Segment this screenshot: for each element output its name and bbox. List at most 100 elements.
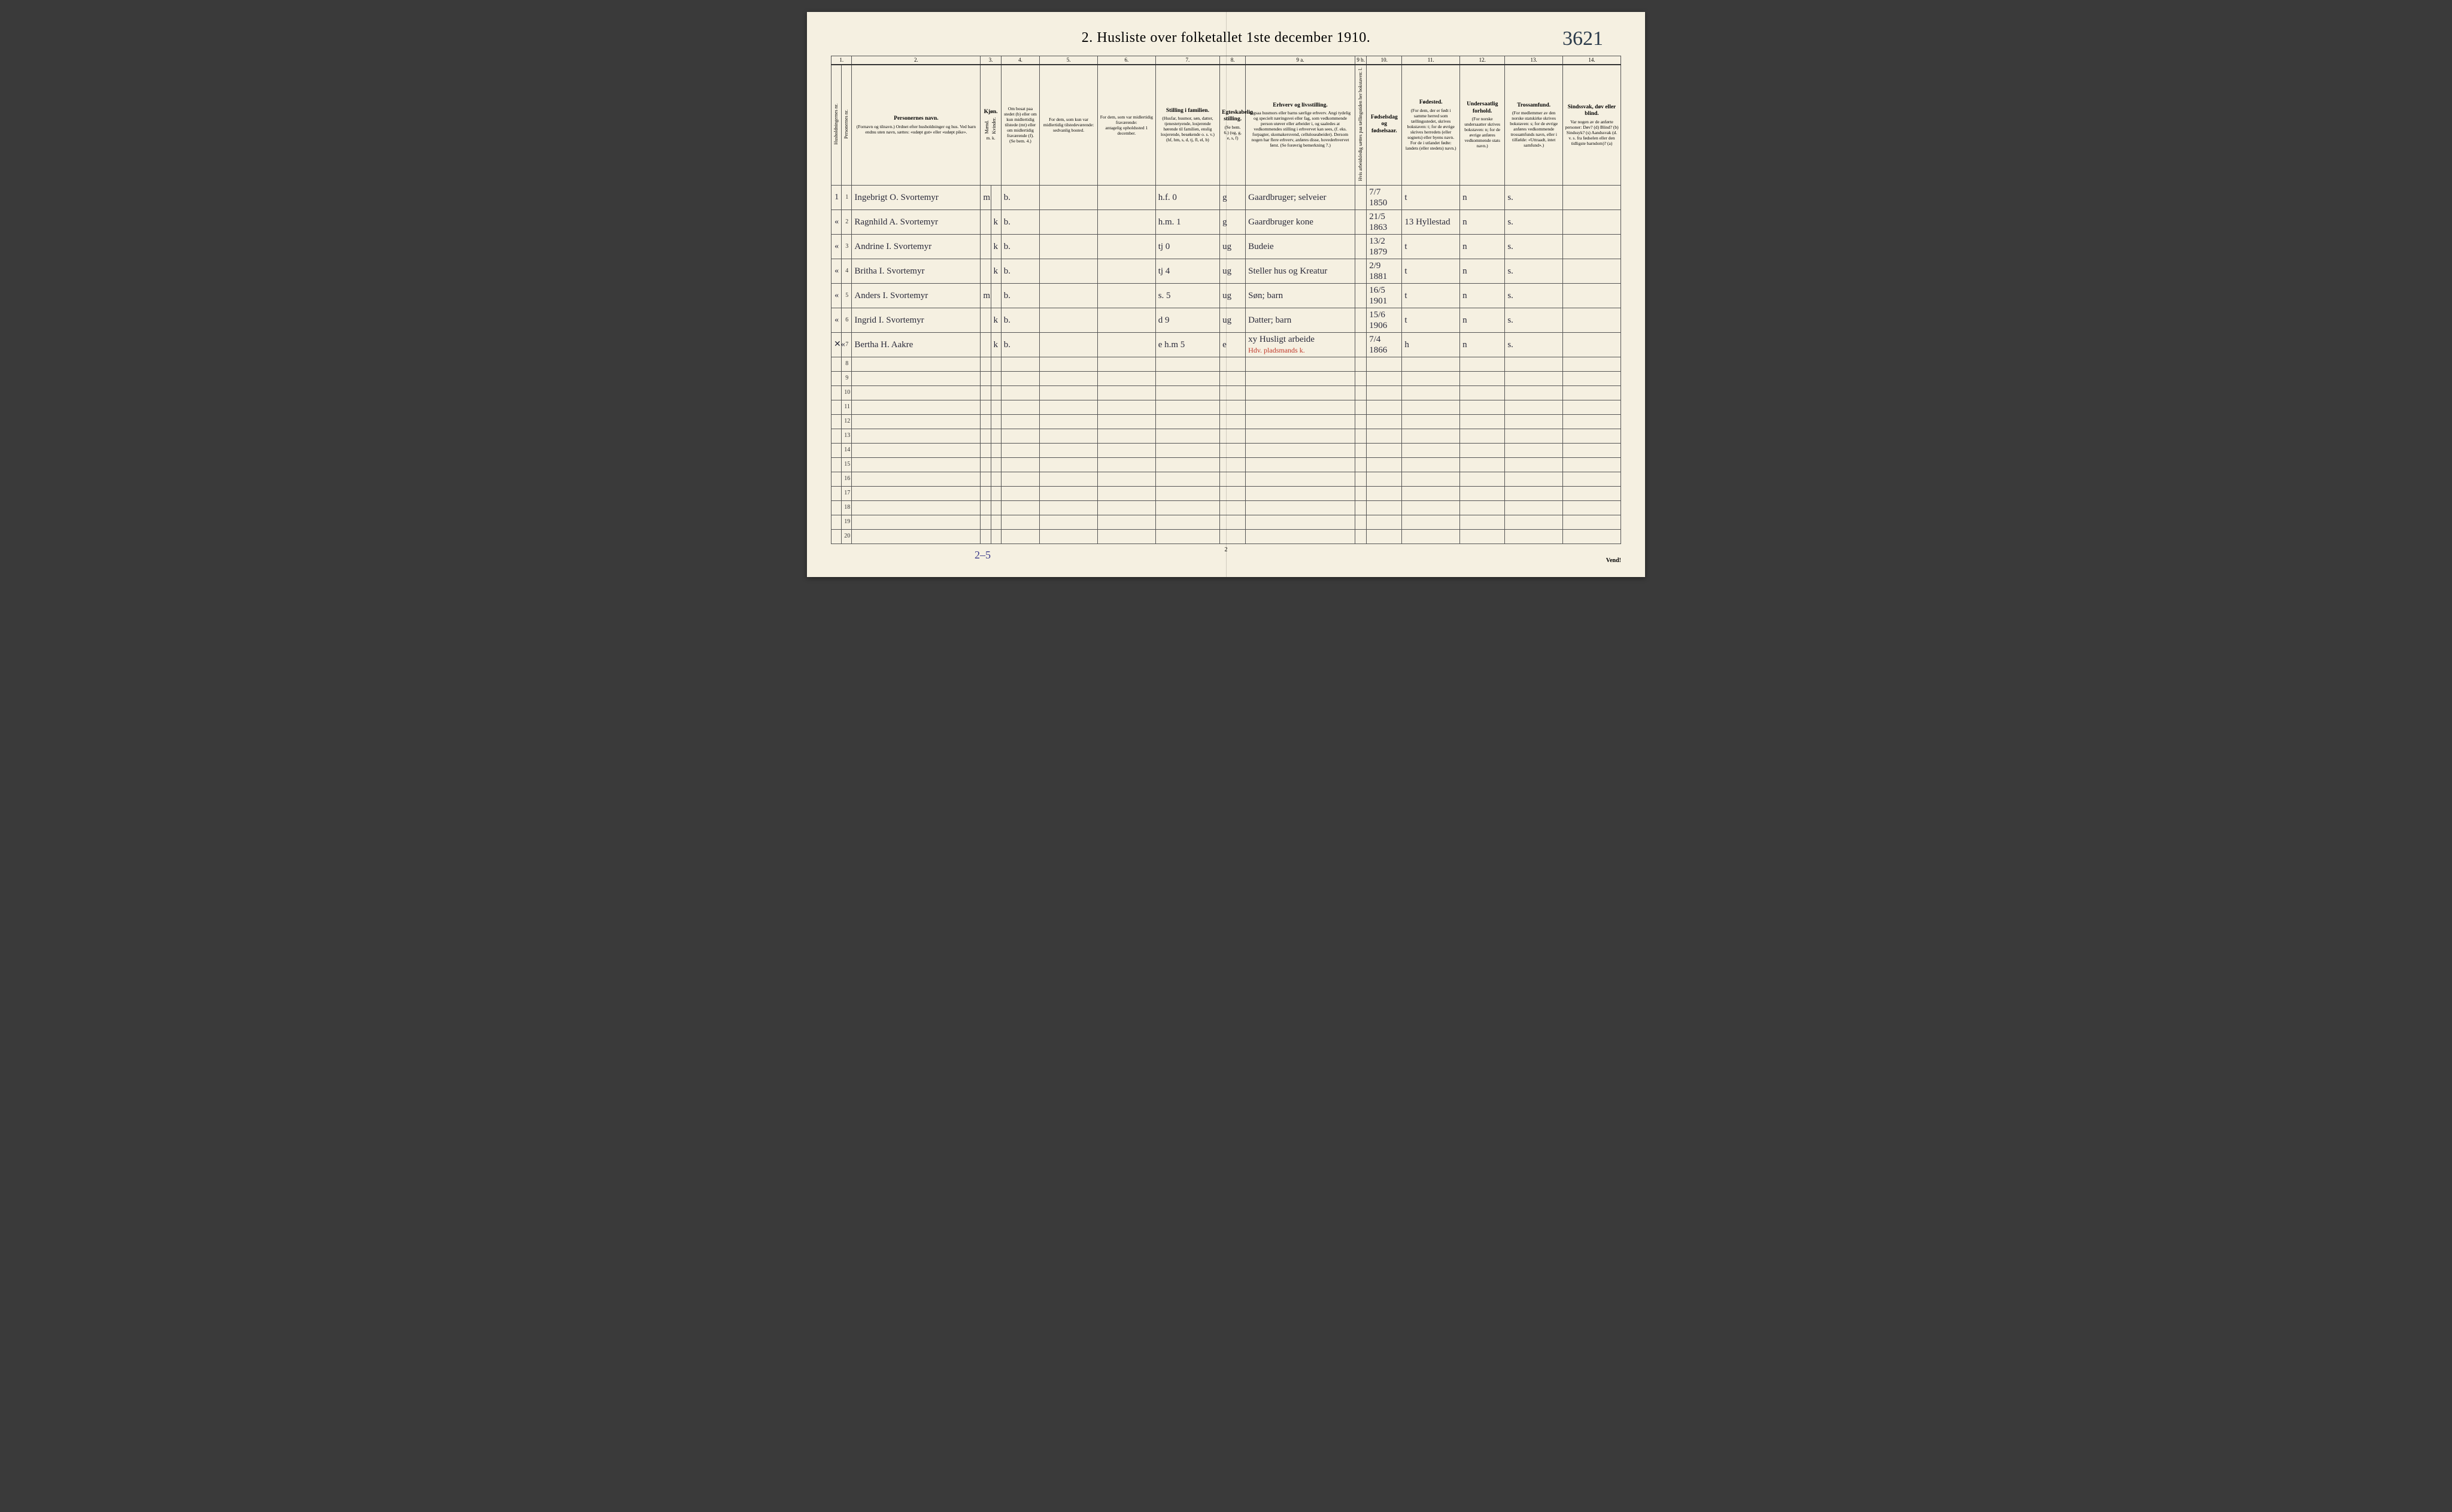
cell: s. [1505, 332, 1563, 357]
census-page: 2. Husliste over folketallet 1ste decemb… [807, 12, 1645, 577]
cell [1355, 185, 1366, 210]
hdr-1a-text: Husholdningernes nr. [833, 104, 839, 144]
cell: k [991, 259, 1001, 283]
cell [1040, 371, 1098, 385]
cell: e [1220, 332, 1246, 357]
cell [1367, 429, 1402, 443]
cell [852, 457, 981, 472]
cell [991, 443, 1001, 457]
cell: « [832, 234, 842, 259]
cell: 2 [842, 210, 852, 234]
cell [1505, 371, 1563, 385]
cell: ug [1220, 308, 1246, 332]
cell [1355, 332, 1366, 357]
cell [981, 414, 991, 429]
cell [1246, 515, 1355, 529]
cell [1220, 515, 1246, 529]
table-row: «2Ragnhild A. Svortemyrkb.h.m. 1gGaardbr… [832, 210, 1621, 234]
cell: ug [1220, 283, 1246, 308]
cell [1367, 500, 1402, 515]
cell: s. [1505, 259, 1563, 283]
hdr-7-sub: (Husfar, husmor, søn, datter, tjenestety… [1158, 116, 1218, 142]
hdr-14-title: Sindssvak, døv eller blind. [1565, 104, 1619, 118]
cell [852, 357, 981, 371]
cell [832, 371, 842, 385]
cell [1040, 283, 1098, 308]
cell [1001, 400, 1039, 414]
cell [1460, 385, 1505, 400]
cell: 13 [842, 429, 852, 443]
coln-12: 12. [1460, 56, 1505, 65]
cell [981, 357, 991, 371]
cell [1460, 457, 1505, 472]
cell [1155, 472, 1219, 486]
cell [1040, 515, 1098, 529]
cell [1040, 486, 1098, 500]
cell [1040, 259, 1098, 283]
cell [1097, 414, 1155, 429]
cell [1097, 529, 1155, 544]
cell [1246, 385, 1355, 400]
cell [991, 283, 1001, 308]
cell [991, 429, 1001, 443]
cell [1402, 357, 1460, 371]
census-table: 1. 2. 3. 4. 5. 6. 7. 8. 9 a. 9 b. 10. 11… [831, 56, 1621, 544]
cell: t [1402, 185, 1460, 210]
hdr-8-sub: (Se bem. 6.) (ug, g, e, s, f) [1222, 125, 1243, 141]
cell [1355, 515, 1366, 529]
cell [1355, 234, 1366, 259]
cell [1040, 443, 1098, 457]
hdr-8-title: Egteskabelig stilling. [1222, 110, 1243, 123]
hdr-9b: Hvis arbeidsledig sættes paa tællingstid… [1355, 65, 1366, 186]
hdr-1a: Husholdningernes nr. [832, 65, 842, 186]
cell [852, 400, 981, 414]
cell [1097, 457, 1155, 472]
cell: m [981, 283, 991, 308]
cell [1460, 500, 1505, 515]
hdr-13: Trossamfund. (For medlemmer av den norsk… [1505, 65, 1563, 186]
table-row: «3Andrine I. Svortemyrkb.tj 0ugBudeie13/… [832, 234, 1621, 259]
cell [1001, 472, 1039, 486]
cell [1563, 357, 1621, 371]
cell [1246, 500, 1355, 515]
cell: h.f. 0 [1155, 185, 1219, 210]
hdr-4: Om bosat paa stedet (b) eller om kun mid… [1001, 65, 1039, 186]
cell [1367, 529, 1402, 544]
hdr-7: Stilling i familien. (Husfar, husmor, sø… [1155, 65, 1219, 186]
cell: Budeie [1246, 234, 1355, 259]
cell [1367, 472, 1402, 486]
hdr-3-mk: m. k. [982, 135, 999, 141]
cell: 1 [832, 185, 842, 210]
cell: n [1460, 259, 1505, 283]
cell [832, 414, 842, 429]
cell [832, 385, 842, 400]
cell [1563, 472, 1621, 486]
cell [1505, 414, 1563, 429]
coln-5: 5. [1040, 56, 1098, 65]
cell [1355, 283, 1366, 308]
cell [1220, 486, 1246, 500]
cell: 5 [842, 283, 852, 308]
cell [1220, 385, 1246, 400]
cell: b. [1001, 210, 1039, 234]
cell [1402, 515, 1460, 529]
cell [1402, 500, 1460, 515]
bottom-left-annotation: 2–5 [975, 549, 991, 561]
table-row: 20 [832, 529, 1621, 544]
cell [852, 414, 981, 429]
hdr-13-sub: (For medlemmer av den norske statskirke … [1507, 110, 1561, 148]
cell [1505, 472, 1563, 486]
cell [1097, 185, 1155, 210]
cell [1563, 210, 1621, 234]
cell: m [981, 185, 991, 210]
cell [1505, 400, 1563, 414]
handwritten-page-number: 3621 [1562, 28, 1603, 50]
cell: 16/5 1901 [1367, 283, 1402, 308]
cell [1563, 234, 1621, 259]
cell [1402, 400, 1460, 414]
cell [1402, 472, 1460, 486]
cell [1001, 385, 1039, 400]
cell [1563, 500, 1621, 515]
cell [1097, 385, 1155, 400]
cell [1246, 400, 1355, 414]
